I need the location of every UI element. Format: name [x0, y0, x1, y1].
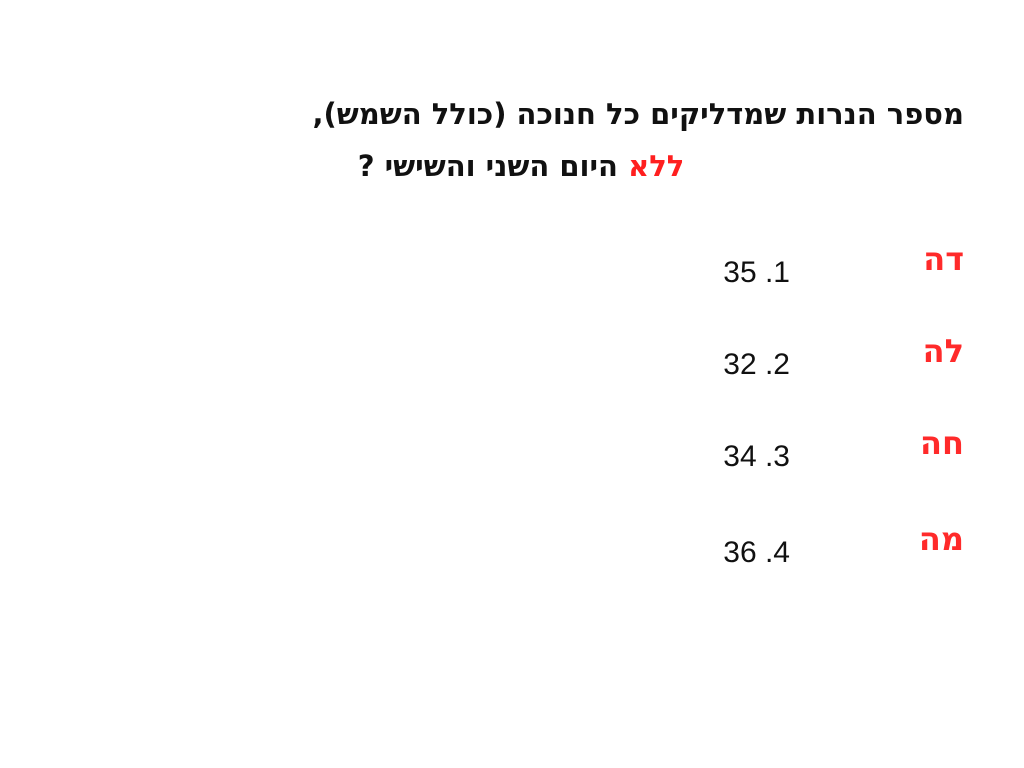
answer-option-3[interactable]: 34 .3 חה [664, 424, 964, 474]
question-line-2: ללא היום השני והשישי ? [60, 140, 964, 192]
answer-option-2[interactable]: 32 .2 לה [664, 332, 964, 382]
answer-tag-4: מה [918, 520, 964, 558]
answer-number-2: 32 .2 [723, 348, 790, 381]
answer-tag-1: דה [923, 240, 964, 278]
answer-tag-3: חה [920, 424, 964, 462]
answer-number-1: 35 .1 [723, 256, 790, 289]
question-line-2-rest: היום השני והשישי ? [357, 149, 629, 183]
answer-number-4: 36 .4 [723, 536, 790, 569]
answer-option-4[interactable]: 36 .4 מה [664, 520, 964, 570]
answer-number-3: 34 .3 [723, 440, 790, 473]
answer-tag-2: לה [922, 332, 964, 370]
question-line-1: מספר הנרות שמדליקים כל חנוכה (כולל השמש)… [312, 97, 964, 131]
question-emphasis: ללא [628, 149, 685, 183]
answer-option-1[interactable]: 35 .1 דה [664, 240, 964, 290]
question-text: מספר הנרות שמדליקים כל חנוכה (כולל השמש)… [60, 88, 964, 192]
